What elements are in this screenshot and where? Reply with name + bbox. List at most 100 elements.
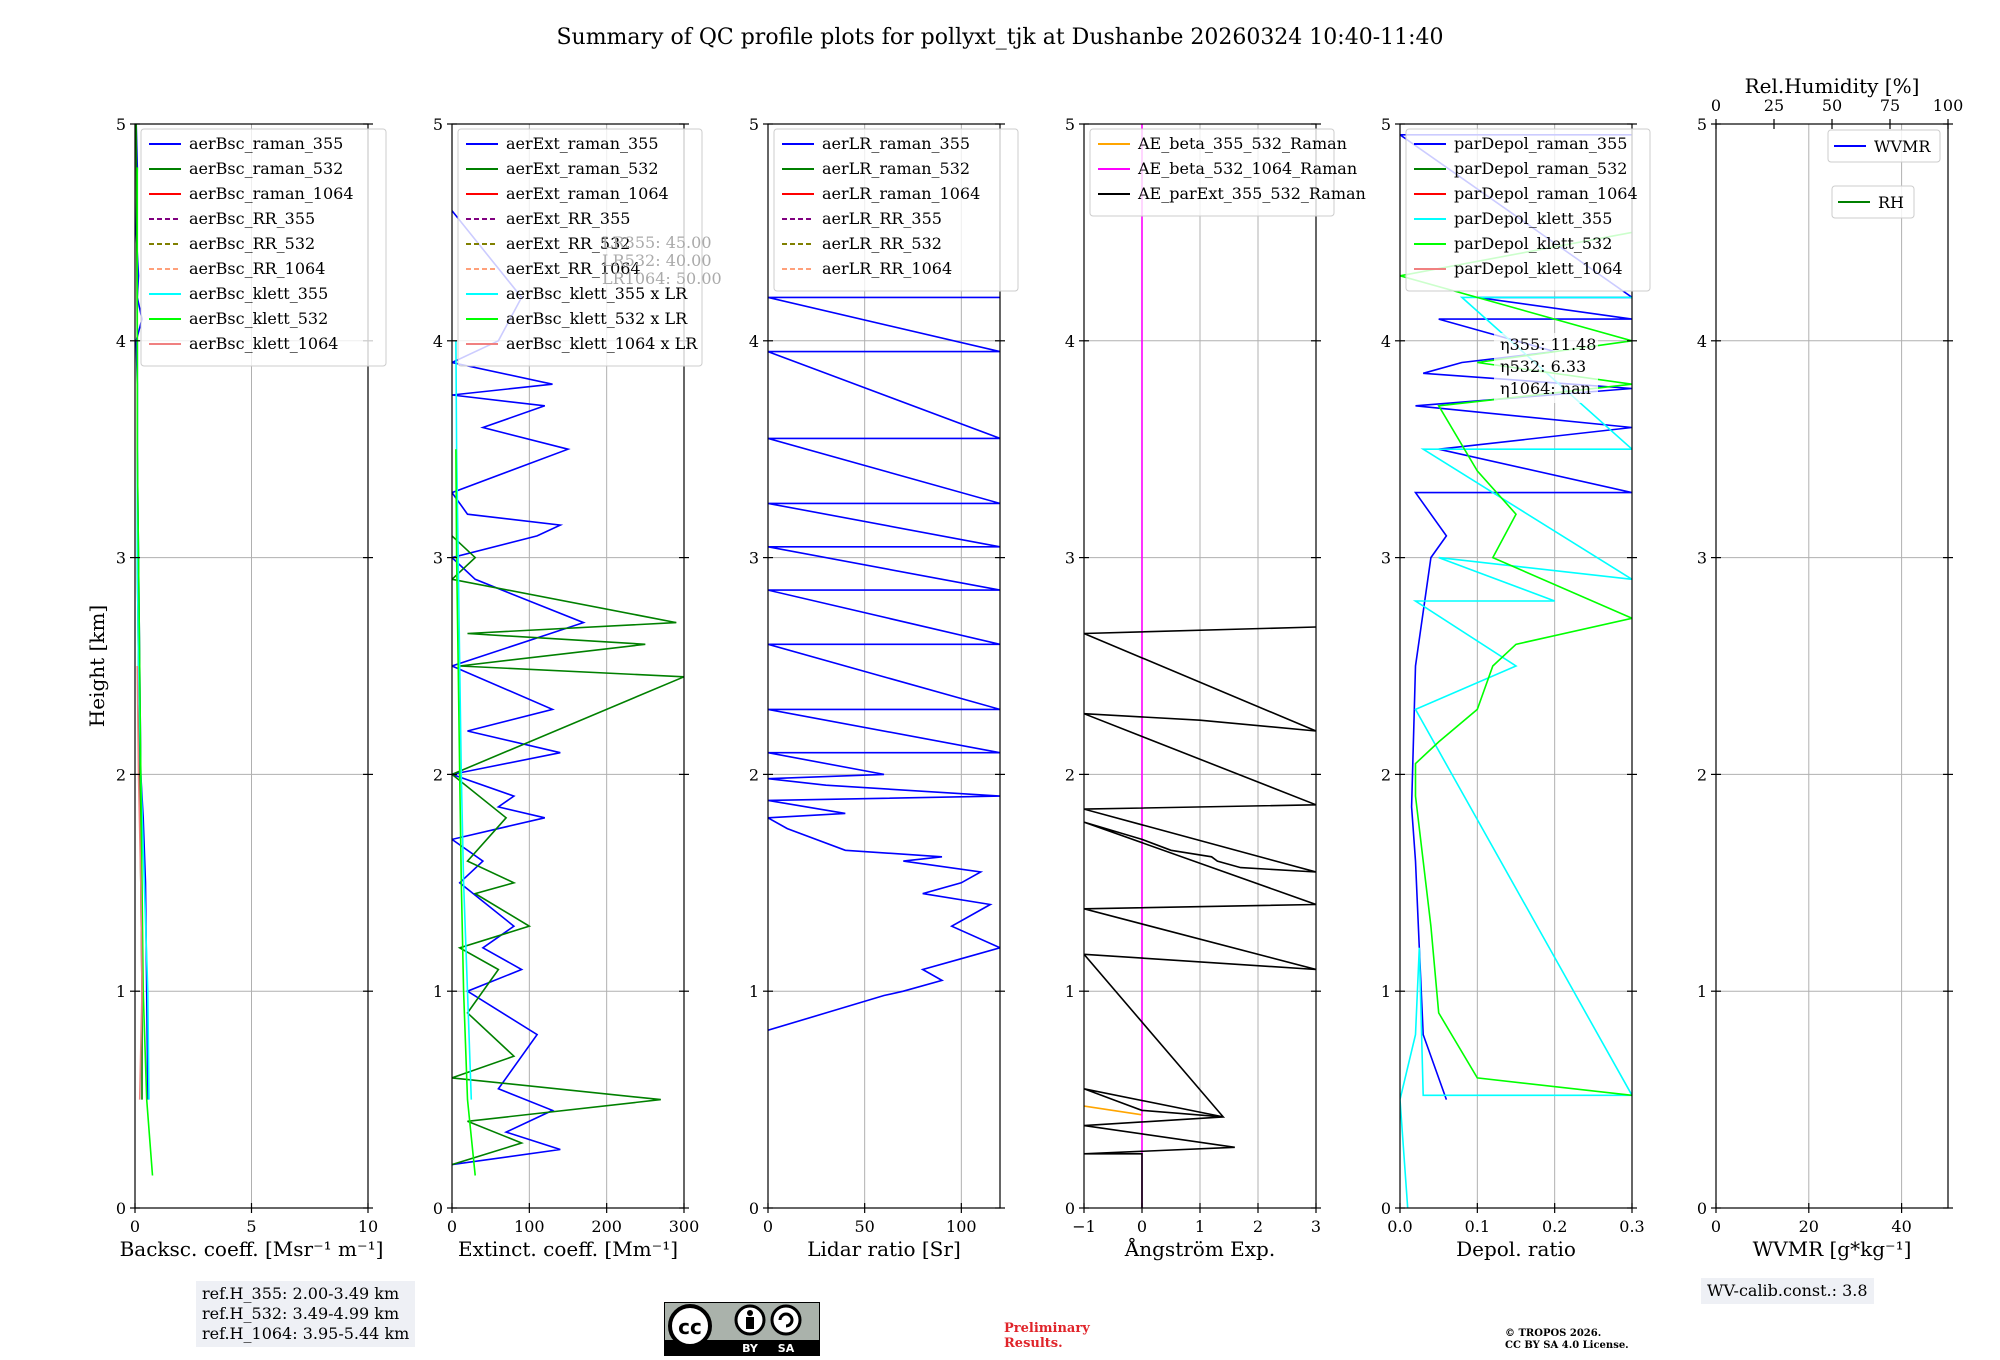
annotation-box — [1494, 333, 1598, 403]
series-aerBsc_klett_355 x LR — [455, 340, 473, 1100]
cc-by-sa-badge: cc BY SA — [664, 1302, 820, 1356]
x-tick-label: 0.3 — [1619, 1217, 1644, 1236]
annotation-text: η1064: nan — [1500, 379, 1591, 398]
y-tick-label: 5 — [433, 115, 443, 134]
y-tick-label: 2 — [749, 765, 759, 784]
preliminary-notice: Preliminary Results. — [1004, 1321, 1090, 1351]
legend-box — [140, 128, 387, 367]
y-tick-label: 5 — [749, 115, 759, 134]
y-tick-label: 0 — [749, 1199, 759, 1218]
y-tick-label: 3 — [1697, 549, 1707, 568]
legend-label: aerBsc_klett_532 x LR — [506, 309, 688, 328]
ref-height-1064: ref.H_1064: 3.95-5.44 km — [202, 1324, 410, 1343]
annotation-text: LR1064: 50.00 — [602, 269, 722, 288]
legend-label: AE_beta_355_532_Raman — [1137, 134, 1347, 153]
series-parDepol_klett_355 — [1400, 296, 1632, 1208]
y-tick-label: 5 — [1065, 115, 1075, 134]
y-tick-label: 2 — [116, 765, 126, 784]
y-tick-label: 1 — [433, 982, 443, 1001]
top-x-tick-label: 25 — [1764, 96, 1784, 115]
legend-label: aerExt_RR_1064 — [506, 259, 641, 278]
axes-frame — [767, 123, 1001, 1209]
legend-label: aerBsc_raman_1064 — [189, 184, 354, 203]
legend-label: aerBsc_klett_355 x LR — [506, 284, 688, 303]
y-axis-label: Height [km] — [85, 605, 109, 727]
x-tick-label: −1 — [1072, 1217, 1096, 1236]
legend-label: aerBsc_RR_532 — [189, 234, 315, 253]
series-aerLR_raman_355 — [768, 296, 1000, 1031]
cc-sa-label: SA — [778, 1342, 795, 1355]
legend-box — [1827, 129, 1941, 163]
legend-label: parDepol_klett_355 — [1454, 209, 1612, 228]
y-tick-label: 4 — [1381, 332, 1391, 351]
x-tick-label: 0 — [447, 1217, 457, 1236]
series-AE_beta_355_532_Raman — [1084, 1105, 1143, 1116]
legend-box — [1831, 185, 1915, 219]
copyright-line-1: © TROPOS 2026. — [1505, 1328, 1602, 1339]
preliminary-line-2: Results. — [1004, 1336, 1063, 1351]
y-tick-label: 2 — [1065, 765, 1075, 784]
x-tick-label: 100 — [946, 1217, 977, 1236]
legend-label: aerBsc_klett_1064 x LR — [506, 334, 698, 353]
x-tick-label: 200 — [591, 1217, 622, 1236]
y-tick-label: 0 — [116, 1199, 126, 1218]
ref-height-355: ref.H_355: 2.00-3.49 km — [202, 1284, 400, 1303]
legend-label: aerBsc_klett_1064 — [189, 334, 338, 353]
svg-text:cc: cc — [678, 1315, 702, 1339]
chart-depol: 0 1 2 3 4 5 0.0 0.1 0.2 0.3 Depol. ratio parDepol_r… — [1381, 115, 1651, 1261]
legend-label: aerExt_raman_1064 — [506, 184, 669, 203]
legend-box — [773, 128, 1019, 292]
y-tick-label: 1 — [1381, 982, 1391, 1001]
y-tick-label: 4 — [1065, 332, 1075, 351]
series-aerBsc_klett_1064 — [136, 665, 143, 1100]
y-tick-label: 2 — [1697, 765, 1707, 784]
legend-label: aerExt_RR_355 — [506, 209, 630, 228]
x-tick-label: 0 — [1711, 1217, 1721, 1236]
axes-frame — [451, 123, 685, 1209]
legend-label: aerLR_RR_1064 — [822, 259, 952, 278]
y-tick-label: 4 — [1697, 332, 1707, 351]
annotation-text: LR355: 45.00 — [602, 233, 712, 252]
legend-label: aerLR_raman_532 — [822, 159, 970, 178]
legend-label: parDepol_raman_532 — [1454, 159, 1627, 178]
legend-label: aerBsc_RR_1064 — [189, 259, 325, 278]
x-tick-label: 50 — [854, 1217, 874, 1236]
annotation-text: LR532: 40.00 — [602, 251, 712, 270]
x-tick-label: 0 — [1137, 1217, 1147, 1236]
x-tick-label: 10 — [358, 1217, 378, 1236]
reference-heights-box: ref.H_355: 2.00-3.49 km ref.H_532: 3.49-… — [196, 1281, 416, 1347]
y-tick-label: 0 — [1697, 1199, 1707, 1218]
legend-box — [1405, 128, 1651, 292]
y-tick-label: 4 — [749, 332, 759, 351]
x-tick-label: 0 — [130, 1217, 140, 1236]
series-aerExt_raman_532 — [452, 535, 684, 1166]
y-tick-label: 1 — [116, 982, 126, 1001]
top-x-axis-label: Rel.Humidity [%] — [1745, 74, 1920, 98]
legend-label: parDepol_raman_1064 — [1454, 184, 1638, 203]
series-aerBsc_klett_532 x LR — [455, 449, 476, 1176]
x-axis-label: WVMR [g*kg⁻¹] — [1753, 1237, 1912, 1261]
cc-by-label: BY — [742, 1342, 759, 1355]
legend-label: AE_beta_532_1064_Raman — [1137, 159, 1357, 178]
legend-box — [1089, 128, 1335, 217]
top-x-tick-label: 50 — [1822, 96, 1842, 115]
y-tick-label: 2 — [1381, 765, 1391, 784]
top-x-tick-label: 0 — [1711, 96, 1721, 115]
top-x-tick-label: 75 — [1880, 96, 1900, 115]
wv-calibration-box: WV-calib.const.: 3.8 — [1701, 1278, 1874, 1304]
legend-label: WVMR — [1874, 137, 1931, 156]
y-tick-label: 3 — [116, 549, 126, 568]
series-AE_parExt_355_532_Raman — [1084, 626, 1316, 1208]
y-tick-label: 3 — [433, 549, 443, 568]
legend-label: parDepol_raman_355 — [1454, 134, 1627, 153]
annotation-text: η532: 6.33 — [1500, 357, 1586, 376]
legend-label: aerExt_raman_355 — [506, 134, 659, 153]
y-tick-label: 1 — [1065, 982, 1075, 1001]
y-tick-label: 0 — [433, 1199, 443, 1218]
ref-height-532: ref.H_532: 3.49-4.99 km — [202, 1304, 400, 1323]
legend-label: aerBsc_RR_355 — [189, 209, 315, 228]
x-tick-label: 0.0 — [1387, 1217, 1412, 1236]
